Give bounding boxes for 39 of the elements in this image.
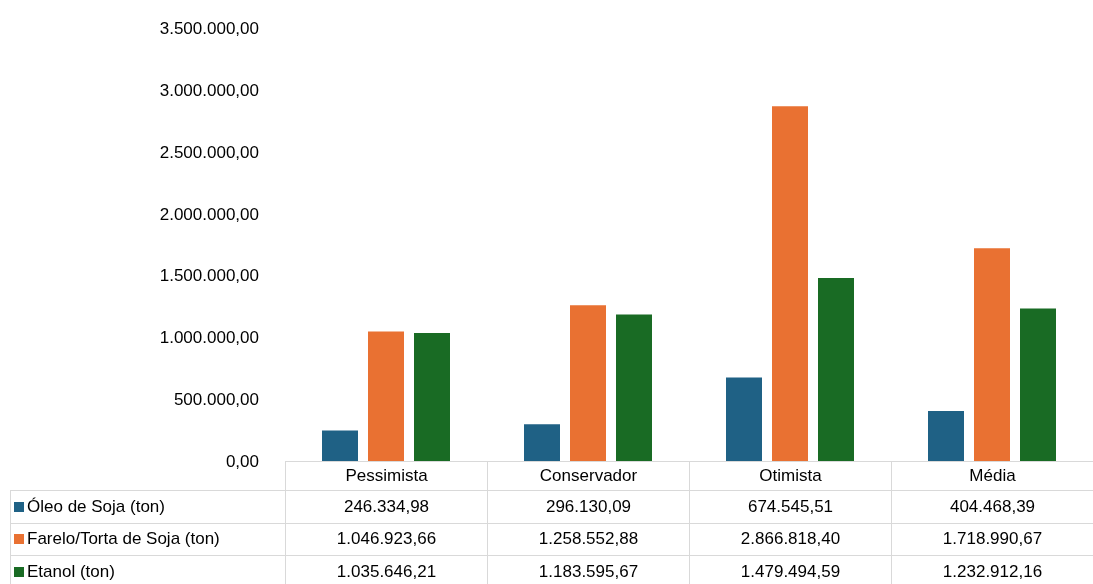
legend-label: Etanol (ton) xyxy=(10,555,285,584)
bar xyxy=(616,314,652,461)
data-label: 1.718.990,67 xyxy=(891,522,1093,555)
bar xyxy=(368,331,404,461)
y-tick-label: 0,00 xyxy=(225,452,259,472)
data-label: 1.258.552,88 xyxy=(487,522,689,555)
x-tick-label: Pessimista xyxy=(285,461,487,490)
x-tick-label: Média xyxy=(891,461,1093,490)
y-tick-label: 2.000.000,00 xyxy=(159,204,259,224)
bar xyxy=(414,332,450,461)
bar xyxy=(1020,308,1056,461)
data-label: 1.183.595,67 xyxy=(487,555,689,584)
data-label: 674.545,51 xyxy=(689,490,891,523)
data-label: 296.130,09 xyxy=(487,490,689,523)
y-tick-label: 3.000.000,00 xyxy=(159,80,259,100)
legend-label: Óleo de Soja (ton) xyxy=(10,490,285,523)
bar xyxy=(772,106,808,461)
legend-label: Farelo/Torta de Soja (ton) xyxy=(10,522,285,555)
bar xyxy=(974,248,1010,461)
data-label: 1.046.923,66 xyxy=(285,522,487,555)
data-label: 404.468,39 xyxy=(891,490,1093,523)
y-tick-label: 1.000.000,00 xyxy=(159,328,259,348)
data-label: 1.479.494,59 xyxy=(689,555,891,584)
bar xyxy=(524,424,560,461)
bar xyxy=(570,305,606,461)
bar xyxy=(928,410,964,461)
data-label: 246.334,98 xyxy=(285,490,487,523)
x-tick-label: Conservador xyxy=(487,461,689,490)
bar xyxy=(818,277,854,461)
y-tick-label: 1.500.000,00 xyxy=(159,266,259,286)
y-tick-label: 2.500.000,00 xyxy=(159,142,259,162)
bar xyxy=(726,377,762,461)
data-label: 1.035.646,21 xyxy=(285,555,487,584)
data-label: 2.866.818,40 xyxy=(689,522,891,555)
y-tick-label: 500.000,00 xyxy=(173,390,259,410)
x-tick-label: Otimista xyxy=(689,461,891,490)
bar xyxy=(322,430,358,461)
data-label: 1.232.912,16 xyxy=(891,555,1093,584)
y-tick-label: 3.500.000,00 xyxy=(159,19,259,39)
